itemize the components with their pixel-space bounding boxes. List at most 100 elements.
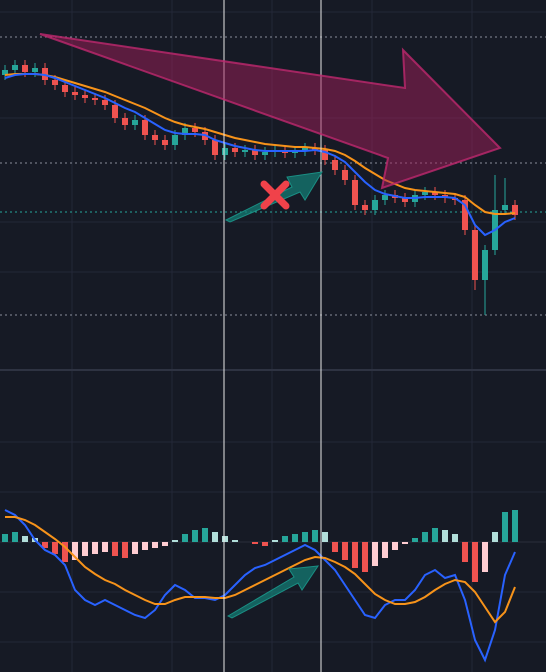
candle-body <box>242 150 248 152</box>
cross-stroke <box>260 180 290 210</box>
histogram-bar <box>222 536 228 542</box>
histogram-bar <box>412 538 418 542</box>
histogram-bar <box>112 542 118 556</box>
histogram-bar <box>342 542 348 560</box>
histogram-bar <box>52 542 58 554</box>
trend-arrow <box>39 33 502 190</box>
histogram-bar <box>332 542 338 552</box>
indicator-line <box>4 509 516 663</box>
histogram-bar <box>92 542 98 554</box>
candle-body <box>432 192 438 195</box>
candle-body <box>332 160 338 170</box>
candle-body <box>322 150 328 160</box>
candle-body <box>472 230 478 280</box>
histogram-bar <box>42 542 48 548</box>
histogram-bar <box>402 542 408 544</box>
candle-body <box>162 140 168 145</box>
teal-arrow <box>226 565 320 619</box>
histogram-bar <box>62 542 68 562</box>
histogram-bar <box>302 532 308 542</box>
histogram-bar <box>362 542 368 572</box>
candle-body <box>372 200 378 210</box>
candle-body <box>72 92 78 95</box>
cross-mark <box>260 180 290 210</box>
histogram-bar <box>392 542 398 550</box>
candle-body <box>512 205 518 215</box>
candle-body <box>342 170 348 180</box>
histogram-bar <box>312 530 318 542</box>
plot <box>0 60 546 663</box>
histogram-bar <box>82 542 88 556</box>
candle-body <box>422 192 428 195</box>
histogram-bar <box>182 534 188 542</box>
histogram-bar <box>12 532 18 542</box>
histogram-bar <box>262 542 268 546</box>
histogram-bar <box>512 510 518 542</box>
histogram-bar <box>422 532 428 542</box>
candle-body <box>112 105 118 118</box>
candle-body <box>132 120 138 125</box>
histogram-bar <box>382 542 388 558</box>
candle-body <box>222 148 228 155</box>
candle-body <box>122 118 128 125</box>
histogram-bar <box>462 542 468 562</box>
candle-body <box>382 195 388 200</box>
candle-body <box>172 135 178 145</box>
histogram-bar <box>322 532 328 542</box>
candle-body <box>142 120 148 135</box>
candle-body <box>462 200 468 230</box>
candle-body <box>102 100 108 105</box>
histogram-bar <box>492 532 498 542</box>
histogram-bar <box>172 540 178 542</box>
indicator-line <box>5 516 516 624</box>
histogram-bar <box>202 528 208 542</box>
indicator-line <box>4 73 516 215</box>
candle-body <box>402 198 408 202</box>
candle-body <box>262 152 268 155</box>
indicator-line <box>4 73 516 237</box>
histogram-bar <box>2 534 8 542</box>
histogram-bar <box>162 542 168 546</box>
histogram-bar <box>72 542 78 560</box>
candle-body <box>502 205 508 210</box>
histogram-bar <box>352 542 358 568</box>
candle-body <box>2 70 8 75</box>
histogram-bar <box>482 542 488 572</box>
histogram-bar <box>442 530 448 542</box>
histogram-bar <box>232 540 238 542</box>
histogram-bar <box>472 542 478 582</box>
histogram-bar <box>192 530 198 542</box>
histogram-bar <box>132 542 138 554</box>
candle-body <box>82 95 88 98</box>
candle-body <box>32 68 38 72</box>
histogram-bar <box>22 536 28 542</box>
histogram-bar <box>272 540 278 542</box>
candle-body <box>22 65 28 72</box>
candle-body <box>212 140 218 155</box>
candle-body <box>62 85 68 92</box>
candle-body <box>232 148 238 152</box>
histogram-bar <box>372 542 378 566</box>
candle-body <box>182 128 188 135</box>
candle-body <box>92 98 98 100</box>
candle-body <box>352 180 358 205</box>
histogram-bar <box>282 536 288 542</box>
candle-body <box>302 148 308 151</box>
candle-body <box>152 135 158 140</box>
candle-body <box>362 205 368 210</box>
histogram-bar <box>212 532 218 542</box>
histogram-bar <box>502 512 508 542</box>
histogram-bar <box>252 542 258 544</box>
histogram-bar <box>142 542 148 550</box>
candle-body <box>252 150 258 155</box>
histogram-bar <box>152 542 158 548</box>
candle-body <box>52 80 58 85</box>
histogram-bar <box>452 534 458 542</box>
candle-body <box>482 250 488 280</box>
histogram-bar <box>432 528 438 542</box>
histogram-bar <box>292 534 298 542</box>
candle-body <box>192 128 198 132</box>
candle-body <box>12 65 18 70</box>
